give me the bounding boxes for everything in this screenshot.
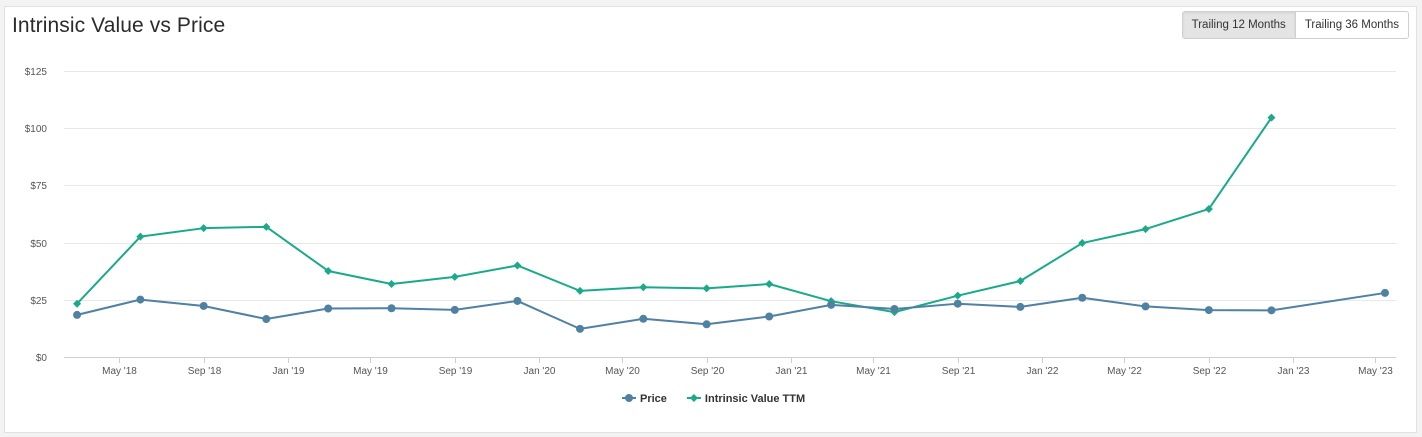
intrinsic-value-ttm-series-line xyxy=(76,117,1273,314)
legend-label: Intrinsic Value TTM xyxy=(705,393,805,405)
y-tick-label: $125 xyxy=(25,67,48,78)
trailing-36-months-button[interactable]: Trailing 36 Months xyxy=(1294,12,1408,38)
legend-item-price: Price xyxy=(622,393,667,405)
page-title: Intrinsic Value vs Price xyxy=(12,14,226,37)
price-point xyxy=(1204,306,1213,315)
x-tick-label: May '22 xyxy=(1107,366,1142,377)
y-tick-label: $50 xyxy=(30,239,47,250)
intrinsic-value-ttm-point xyxy=(1016,277,1025,286)
price-point xyxy=(262,315,271,324)
intrinsic-value-ttm-point xyxy=(1267,113,1276,122)
price-point xyxy=(639,314,648,323)
y-tick-label: $25 xyxy=(30,296,47,307)
intrinsic-value-ttm-point xyxy=(450,272,459,281)
x-tick-label: Sep '20 xyxy=(691,366,725,377)
price-point xyxy=(450,305,459,314)
price-point xyxy=(1016,302,1025,311)
x-tick-label: Sep '19 xyxy=(439,366,473,377)
chart-panel xyxy=(4,6,1417,433)
x-tick-label: Jan '22 xyxy=(1027,366,1059,377)
price-point xyxy=(73,310,82,319)
x-tick-label: Sep '21 xyxy=(942,366,976,377)
intrinsic-value-ttm-point xyxy=(953,291,962,300)
intrinsic-value-ttm-point xyxy=(136,232,145,241)
x-tick-label: Sep '22 xyxy=(1193,366,1227,377)
price-point xyxy=(576,324,585,333)
price-point xyxy=(1267,306,1276,315)
price-point xyxy=(827,300,836,309)
price-point xyxy=(1078,293,1087,302)
y-tick-label: $100 xyxy=(25,124,48,135)
legend-label: Price xyxy=(640,393,667,405)
x-tick-label: Jan '19 xyxy=(273,366,305,377)
intrinsic-value-ttm-point xyxy=(1141,225,1150,234)
legend-item-intrinsic-value-ttm: Intrinsic Value TTM xyxy=(686,393,805,405)
intrinsic-value-ttm-point xyxy=(1078,239,1087,248)
y-tick-label: $0 xyxy=(36,353,48,364)
intrinsic-value-ttm-point xyxy=(262,222,271,231)
intrinsic-value-ttm-point xyxy=(73,299,82,308)
price-point xyxy=(1380,288,1389,297)
legend-marker xyxy=(689,394,698,402)
period-toggle: Trailing 12 Months Trailing 36 Months xyxy=(1181,11,1409,39)
intrinsic-value-ttm-point xyxy=(387,280,396,289)
price-point xyxy=(199,301,208,310)
x-tick-label: May '21 xyxy=(856,366,891,377)
intrinsic-value-ttm-point xyxy=(324,266,333,275)
x-tick-label: May '23 xyxy=(1358,366,1393,377)
x-tick-label: Sep '18 xyxy=(188,366,222,377)
x-tick-label: May '18 xyxy=(102,366,137,377)
price-point xyxy=(136,295,145,304)
price-point xyxy=(765,312,774,321)
price-point xyxy=(890,304,899,313)
intrinsic-value-ttm-point xyxy=(639,283,648,292)
price-point xyxy=(702,320,711,329)
x-tick-label: May '19 xyxy=(353,366,388,377)
legend-marker xyxy=(625,394,633,402)
x-tick-label: Jan '20 xyxy=(524,366,556,377)
price-point xyxy=(953,299,962,308)
intrinsic-value-ttm-point xyxy=(576,286,585,295)
intrinsic-value-ttm-point xyxy=(1204,204,1213,213)
intrinsic-value-ttm-point xyxy=(702,284,711,293)
x-tick-label: May '20 xyxy=(605,366,640,377)
intrinsic-value-ttm-point xyxy=(513,261,522,270)
price-point xyxy=(513,296,522,305)
price-point xyxy=(387,304,396,313)
price-series-line xyxy=(76,291,1386,330)
intrinsic-value-ttm-point xyxy=(199,224,208,233)
price-point xyxy=(1141,302,1150,311)
price-point xyxy=(324,304,333,313)
trailing-12-months-button[interactable]: Trailing 12 Months xyxy=(1182,12,1295,38)
x-tick-label: Jan '23 xyxy=(1278,366,1310,377)
intrinsic-value-ttm-point xyxy=(765,280,774,289)
y-tick-label: $75 xyxy=(30,181,47,192)
x-tick-label: Jan '21 xyxy=(776,366,808,377)
